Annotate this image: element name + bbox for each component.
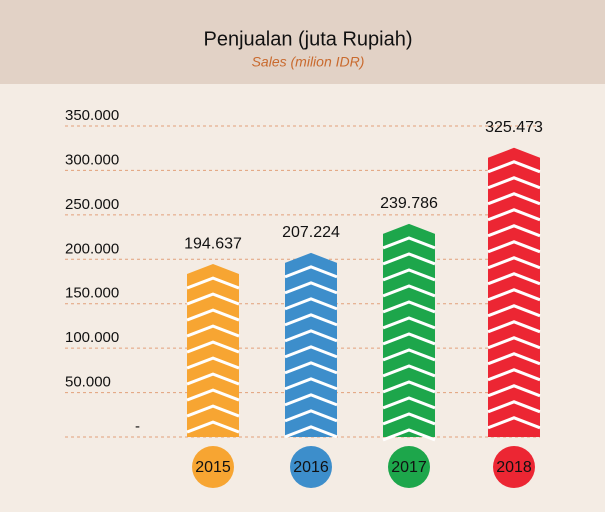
bar <box>285 252 337 437</box>
chevron-stripe <box>487 288 541 302</box>
value-label: 325.473 <box>485 119 543 136</box>
y-tick-label: 100.000 <box>65 329 119 346</box>
chevron-stripe <box>382 412 436 426</box>
chevron-stripe <box>487 304 541 318</box>
y-tick-label: - <box>135 418 140 435</box>
bar <box>488 147 540 437</box>
chevron-stripe <box>382 396 436 410</box>
x-tick-label: 2016 <box>293 459 329 476</box>
chevron-stripe <box>382 364 436 378</box>
chevron-stripe <box>284 313 338 327</box>
chevron-stripe <box>487 240 541 254</box>
chevron-stripe <box>487 400 541 414</box>
chevron-stripe <box>186 276 240 290</box>
value-label: 239.786 <box>380 195 438 212</box>
category-badge <box>493 446 535 488</box>
chevron-stripe <box>186 308 240 322</box>
chevron-stripe <box>382 348 436 362</box>
chevron-stripe <box>487 272 541 286</box>
y-tick-label: 250.000 <box>65 196 119 213</box>
chevron-stripe <box>487 176 541 190</box>
chevron-stripe <box>382 316 436 330</box>
chevron-stripe <box>487 368 541 382</box>
chevron-stripe <box>284 409 338 423</box>
chevron-stripe <box>186 420 240 434</box>
chevron-stripe <box>487 256 541 270</box>
y-tick-label: 150.000 <box>65 285 119 302</box>
y-tick-label: 300.000 <box>65 151 119 168</box>
chevron-stripe <box>284 393 338 407</box>
y-tick-label: 200.000 <box>65 240 119 257</box>
chevron-stripe <box>284 297 338 311</box>
chevron-stripe <box>284 265 338 279</box>
chevron-stripe <box>382 300 436 314</box>
chevron-stripe <box>382 428 436 442</box>
value-label: 207.224 <box>282 224 340 241</box>
chevron-stripe <box>487 384 541 398</box>
chevron-stripe <box>487 352 541 366</box>
chevron-stripe <box>186 340 240 354</box>
chevron-stripe <box>186 372 240 386</box>
chevron-stripe <box>284 425 338 439</box>
category-badge <box>388 446 430 488</box>
chevron-stripe <box>284 329 338 343</box>
category-badge <box>290 446 332 488</box>
chevron-stripe <box>186 388 240 402</box>
chevron-stripe <box>382 332 436 346</box>
chevron-stripe <box>487 336 541 350</box>
chevron-stripe <box>382 268 436 282</box>
chevron-stripe <box>487 208 541 222</box>
x-tick-label: 2018 <box>496 459 532 476</box>
chevron-stripe <box>186 356 240 370</box>
chevron-stripe <box>284 361 338 375</box>
chevron-stripe <box>186 404 240 418</box>
chart-title: Penjualan (juta Rupiah) <box>203 28 412 50</box>
chevron-stripe <box>186 292 240 306</box>
chevron-stripe <box>284 377 338 391</box>
chevron-stripe <box>186 324 240 338</box>
value-label: 194.637 <box>184 235 242 252</box>
chevron-stripe <box>487 320 541 334</box>
y-tick-label: 50.000 <box>65 374 111 391</box>
chevron-stripe <box>487 224 541 238</box>
x-tick-label: 2015 <box>195 459 231 476</box>
category-badge <box>192 446 234 488</box>
chevron-stripe <box>382 284 436 298</box>
chevron-stripe <box>284 281 338 295</box>
chevron-stripe <box>382 380 436 394</box>
chevron-stripe <box>487 160 541 174</box>
chevron-stripe <box>382 252 436 266</box>
chevron-stripe <box>382 236 436 250</box>
bar <box>383 223 435 437</box>
y-tick-label: 350.000 <box>65 107 119 124</box>
header-band <box>0 0 605 84</box>
chevron-stripe <box>487 192 541 206</box>
chevron-stripe <box>487 416 541 430</box>
chart-subtitle: Sales (milion IDR) <box>252 54 365 70</box>
x-tick-label: 2017 <box>391 459 427 476</box>
chevron-stripe <box>284 345 338 359</box>
